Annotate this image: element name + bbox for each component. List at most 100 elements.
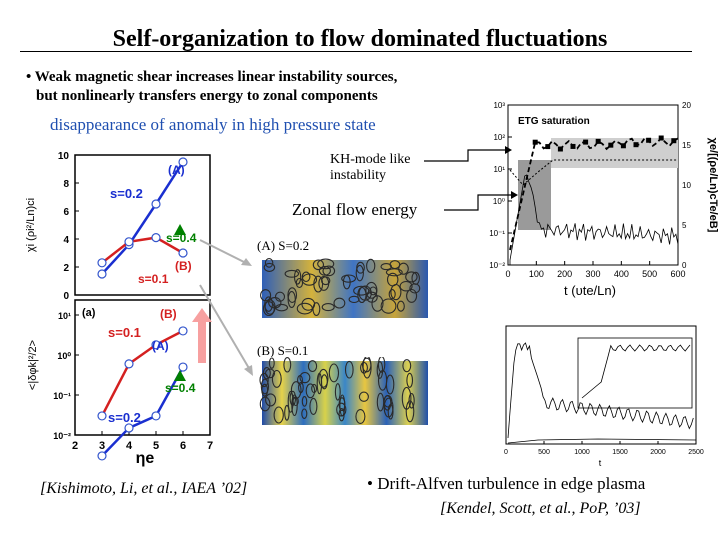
- vortex-contour: [355, 264, 364, 282]
- y-tick-label: 10³: [493, 101, 505, 110]
- vortex-contour: [405, 271, 418, 283]
- kh-annotation: KH-mode like instability: [330, 152, 410, 184]
- x-tick-label: 3: [99, 440, 105, 452]
- vortex-contour: [301, 273, 318, 286]
- vortex-contour: [405, 400, 415, 423]
- vortex-contour: [334, 383, 341, 401]
- y-tick-label: 8: [63, 179, 69, 190]
- simulation-b-label: (B) S=0.1: [257, 343, 309, 358]
- vortex-contour: [284, 269, 300, 278]
- saturation-marker: [570, 143, 576, 149]
- vortex-contour: [301, 396, 308, 407]
- label-a-bottom: (a): [82, 307, 96, 319]
- y-tick-label: 10⁰: [493, 197, 505, 206]
- x-tick-label: 400: [614, 269, 629, 279]
- vortex-contour: [358, 285, 372, 301]
- etg-right-label: χe/[(ρe/Ln)cTe/eB]: [707, 138, 719, 233]
- saturation-marker: [608, 142, 614, 148]
- y-tick-label: 10¹: [493, 165, 505, 174]
- kh-annotation-line1: KH-mode like: [330, 152, 411, 167]
- vortex-contour: [317, 258, 335, 270]
- y-tick-label: 10²: [493, 133, 505, 142]
- label-s04-bottom: s=0.4: [165, 381, 196, 395]
- vortex-contour: [287, 390, 294, 413]
- bottom-chart-y-label: <|δφk|²/2>: [27, 340, 39, 390]
- vortex-contour: [296, 302, 313, 315]
- vortex-contour: [284, 404, 290, 421]
- y-tick-label: 0: [63, 291, 69, 302]
- saturation-marker: [620, 143, 626, 149]
- vortex-contour: [386, 272, 399, 287]
- series-point: [178, 326, 188, 336]
- series-point: [151, 340, 161, 350]
- vortex-contour: [307, 360, 318, 373]
- top-chart-y-ticks: 0 2 4 6 8 10: [58, 151, 79, 302]
- series-point: [151, 199, 161, 209]
- vortex-contour: [406, 372, 414, 388]
- y-tick-label: 2: [63, 263, 69, 274]
- vortex-contour: [341, 274, 357, 283]
- label-A-top: (A): [168, 163, 185, 177]
- x-tick-label: 200: [557, 269, 572, 279]
- series-point: [97, 269, 107, 279]
- etg-chart-title: ETG saturation: [518, 116, 590, 127]
- vortex-contour: [322, 265, 336, 277]
- y-tick-label: 10¹: [58, 311, 71, 321]
- x-tick-label: 6: [180, 440, 186, 452]
- drift-x-ticks: 0 500 1000 1500 2000 2500: [504, 441, 704, 456]
- saturation-marker: [646, 137, 652, 143]
- y-tick-label: 10: [58, 151, 70, 162]
- vortex-contour: [265, 393, 277, 407]
- vortex-contour: [376, 361, 384, 379]
- vortex-contour: [406, 288, 418, 303]
- triangle-marker-bottom: [174, 370, 186, 381]
- vortex-pattern-b: [259, 357, 415, 424]
- saturation-marker: [658, 135, 664, 141]
- vortex-contour: [259, 396, 271, 412]
- vortex-contour: [336, 402, 347, 417]
- vortex-contour: [301, 271, 311, 283]
- series-point: [124, 423, 134, 433]
- triangle-marker-top: [174, 224, 186, 235]
- top-chart-frame: [74, 154, 211, 296]
- zonal-flow-annotation: Zonal flow energy: [292, 200, 418, 219]
- vortex-contour: [389, 260, 401, 270]
- vortex-contour: [366, 291, 378, 303]
- vortex-contour: [301, 297, 316, 311]
- vortex-contour: [408, 392, 415, 409]
- saturation-marker: [583, 139, 589, 145]
- zonal-energy-curve: [509, 174, 679, 265]
- vortex-contour: [290, 381, 302, 400]
- energy-curve: [507, 342, 694, 439]
- x-tick-label: 0: [505, 269, 510, 279]
- vortex-contour: [312, 259, 325, 271]
- vortex-contour: [361, 357, 372, 373]
- series-line-s=0.2: [101, 161, 185, 275]
- kh-annotation-line2: instability: [330, 168, 386, 183]
- vortex-contour: [259, 372, 269, 388]
- drift-curves: [507, 342, 697, 444]
- vortex-contour: [355, 409, 366, 424]
- slide-title: Self-organization to flow dominated fluc…: [112, 26, 608, 52]
- saturation-marker: [633, 142, 639, 148]
- etg-y-ticks: 10⁻² 10⁻¹ 10⁰ 10¹ 10² 10³: [489, 101, 512, 270]
- simulation-image-a: [256, 256, 432, 328]
- vortex-pattern-a: [260, 258, 421, 317]
- vortex-contour: [365, 281, 378, 299]
- x-tick-label: 1000: [574, 449, 590, 456]
- vortex-contour: [366, 258, 376, 274]
- vortex-contour: [380, 263, 392, 271]
- vortex-contour: [262, 367, 271, 380]
- x-tick-label: 2500: [688, 449, 704, 456]
- saturation-marker: [557, 146, 563, 152]
- vortex-contour: [328, 363, 340, 383]
- vortex-contour: [287, 287, 298, 303]
- vortex-contour: [402, 359, 412, 373]
- label-s01-bottom: s=0.1: [108, 325, 141, 340]
- vortex-contour: [264, 368, 276, 379]
- x-tick-label: 0: [504, 449, 508, 456]
- etg-gray-band-horizontal: [551, 138, 678, 168]
- bullet1-line1: • Weak magnetic shear increases linear i…: [26, 69, 398, 85]
- x-tick-label: 600: [670, 269, 685, 279]
